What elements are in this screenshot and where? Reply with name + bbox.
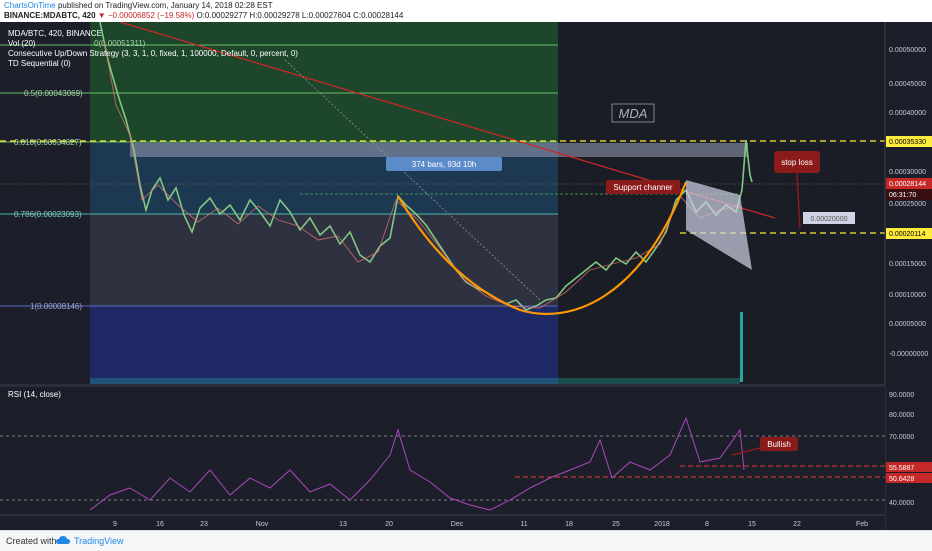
stop-loss-text: stop loss xyxy=(781,158,813,167)
axis-label: 0.00015000 xyxy=(889,261,926,268)
publisher-name[interactable]: ChartsOnTime xyxy=(4,1,56,10)
rsi-axis-label: 70.0000 xyxy=(889,434,914,441)
watermark-text: MDA xyxy=(619,106,648,121)
countdown-tag-text: 06:31:70 xyxy=(889,192,916,199)
time-tick: 22 xyxy=(793,521,801,528)
rsi-axis-label: 40.0000 xyxy=(889,500,914,507)
bars-range-badge[interactable] xyxy=(386,157,502,171)
symbol-label: BINANCE:MDABTC, 420 xyxy=(4,11,96,20)
pane-separator[interactable] xyxy=(0,384,885,387)
price-tag-last-text: 0.00028144 xyxy=(889,181,926,188)
legend-strategy[interactable]: Consecutive Up/Down Strategy (3, 3, 1, 0… xyxy=(8,49,298,58)
support-callout-text: Support channer xyxy=(613,183,672,192)
rsi-pane xyxy=(0,387,885,515)
down-arrow-icon: ▼ xyxy=(97,11,106,20)
rsi-line xyxy=(89,416,745,511)
price-line-lows xyxy=(103,39,741,309)
published-text: published on TradingView.com, January 14… xyxy=(57,1,273,10)
fib-zone-green xyxy=(90,22,558,142)
price-tag-last xyxy=(886,178,932,189)
volume-bars xyxy=(90,378,740,384)
rsi-axis-label: 80.0000 xyxy=(889,412,914,419)
volume-spike xyxy=(740,312,743,382)
rsi-axis-label: 90.0000 xyxy=(889,392,914,399)
stop-loss-callout[interactable] xyxy=(774,151,820,173)
fib-zone-blue xyxy=(90,306,558,384)
time-tick: 11 xyxy=(520,521,527,528)
axis-label: 0.00010000 xyxy=(889,292,926,299)
bullish-text: Bullish xyxy=(767,440,791,449)
countdown-tag xyxy=(886,189,932,200)
axis-label: 0.00005000 xyxy=(889,321,926,328)
chart-svg[interactable]: 0(0.00051311) 0.5(0.00043069) 0.618(0.00… xyxy=(0,21,932,530)
fib-zone-grey xyxy=(90,214,558,306)
price-tag-upper xyxy=(886,136,932,147)
ohlc-values: O:0.00029277 H:0.00029278 L:0.00027604 C… xyxy=(196,11,404,20)
time-tick: 25 xyxy=(612,521,620,528)
symbol-line: BINANCE:MDABTC, 420 ▼ −0.00006852 (−19.5… xyxy=(4,11,403,20)
price-change: −0.00006852 (−19.58%) xyxy=(107,11,195,20)
legend-td[interactable]: TD Sequential (0) xyxy=(8,59,71,68)
axis-label: 0.00040000 xyxy=(889,110,926,117)
price-box[interactable] xyxy=(803,212,855,224)
time-tick: Nov xyxy=(256,521,269,528)
fib-label-05: 0.5(0.00043069) xyxy=(24,89,83,98)
price-box-text: 0.00020000 xyxy=(811,216,848,223)
axis-label: 0.00050000 xyxy=(889,47,926,54)
fib-top-label: 0(0.00051311) xyxy=(94,39,146,48)
axis-label: 0.00030000 xyxy=(889,169,926,176)
range-bar xyxy=(130,143,748,157)
bullish-callout[interactable] xyxy=(760,437,798,451)
rsi-title[interactable]: RSI (14, close) xyxy=(8,390,61,399)
chart-area[interactable]: 0(0.00051311) 0.5(0.00043069) 0.618(0.00… xyxy=(0,21,932,530)
price-tag-upper-text: 0.00035330 xyxy=(889,139,926,146)
time-tick: 18 xyxy=(565,521,573,528)
publication-header: ChartsOnTime published on TradingView.co… xyxy=(0,0,932,22)
bars-range-text: 374 bars, 93d 10h xyxy=(412,160,477,169)
fib-label-0618: 0.618(0.00034827) xyxy=(14,138,82,147)
axis-label: 0.00025000 xyxy=(889,201,926,208)
fib-label-1: 1(0.00008146) xyxy=(30,302,82,311)
footer-brand[interactable]: TradingView xyxy=(74,536,124,546)
watermark-box xyxy=(611,103,655,123)
time-tick: 15 xyxy=(748,521,756,528)
time-tick: 13 xyxy=(339,521,347,528)
price-axis[interactable] xyxy=(885,22,932,530)
rsi-tag-1 xyxy=(886,462,932,472)
legend-title: MDA/BTC, 420, BINANCE xyxy=(8,29,102,38)
descending-channel[interactable] xyxy=(686,180,752,270)
axis-label: -0.00000000 xyxy=(889,351,928,358)
time-tick: 23 xyxy=(200,521,208,528)
time-axis[interactable] xyxy=(0,515,885,530)
axis-label: 0.00045000 xyxy=(889,81,926,88)
rsi-tag-2 xyxy=(886,473,932,483)
time-tick: 2018 xyxy=(654,521,670,528)
rsi-tag-2-text: 50.6428 xyxy=(889,476,914,483)
price-tag-lower xyxy=(886,228,932,239)
cloud-icon xyxy=(56,536,70,544)
price-tag-lower-text: 0.00020114 xyxy=(889,231,926,238)
fib-label-0786: 0.786(0.00023093) xyxy=(14,210,82,219)
publisher-line: ChartsOnTime published on TradingView.co… xyxy=(4,1,273,10)
cup-curve xyxy=(397,181,688,315)
footer-created: Created with xyxy=(6,536,57,546)
time-tick: Dec xyxy=(451,521,464,528)
rsi-tag-1-text: 55.5887 xyxy=(889,465,914,472)
time-tick: 16 xyxy=(156,521,164,528)
footer: Created with TradingView xyxy=(0,530,932,551)
time-tick: 9 xyxy=(113,521,117,528)
bullish-pointer xyxy=(731,447,761,456)
time-tick: Feb xyxy=(856,521,868,528)
stop-loss-pointer xyxy=(796,172,801,229)
legend-vol: Vol (20) xyxy=(8,39,36,48)
time-tick: 8 xyxy=(705,521,709,528)
support-callout[interactable] xyxy=(606,180,680,194)
time-tick: 20 xyxy=(385,521,393,528)
